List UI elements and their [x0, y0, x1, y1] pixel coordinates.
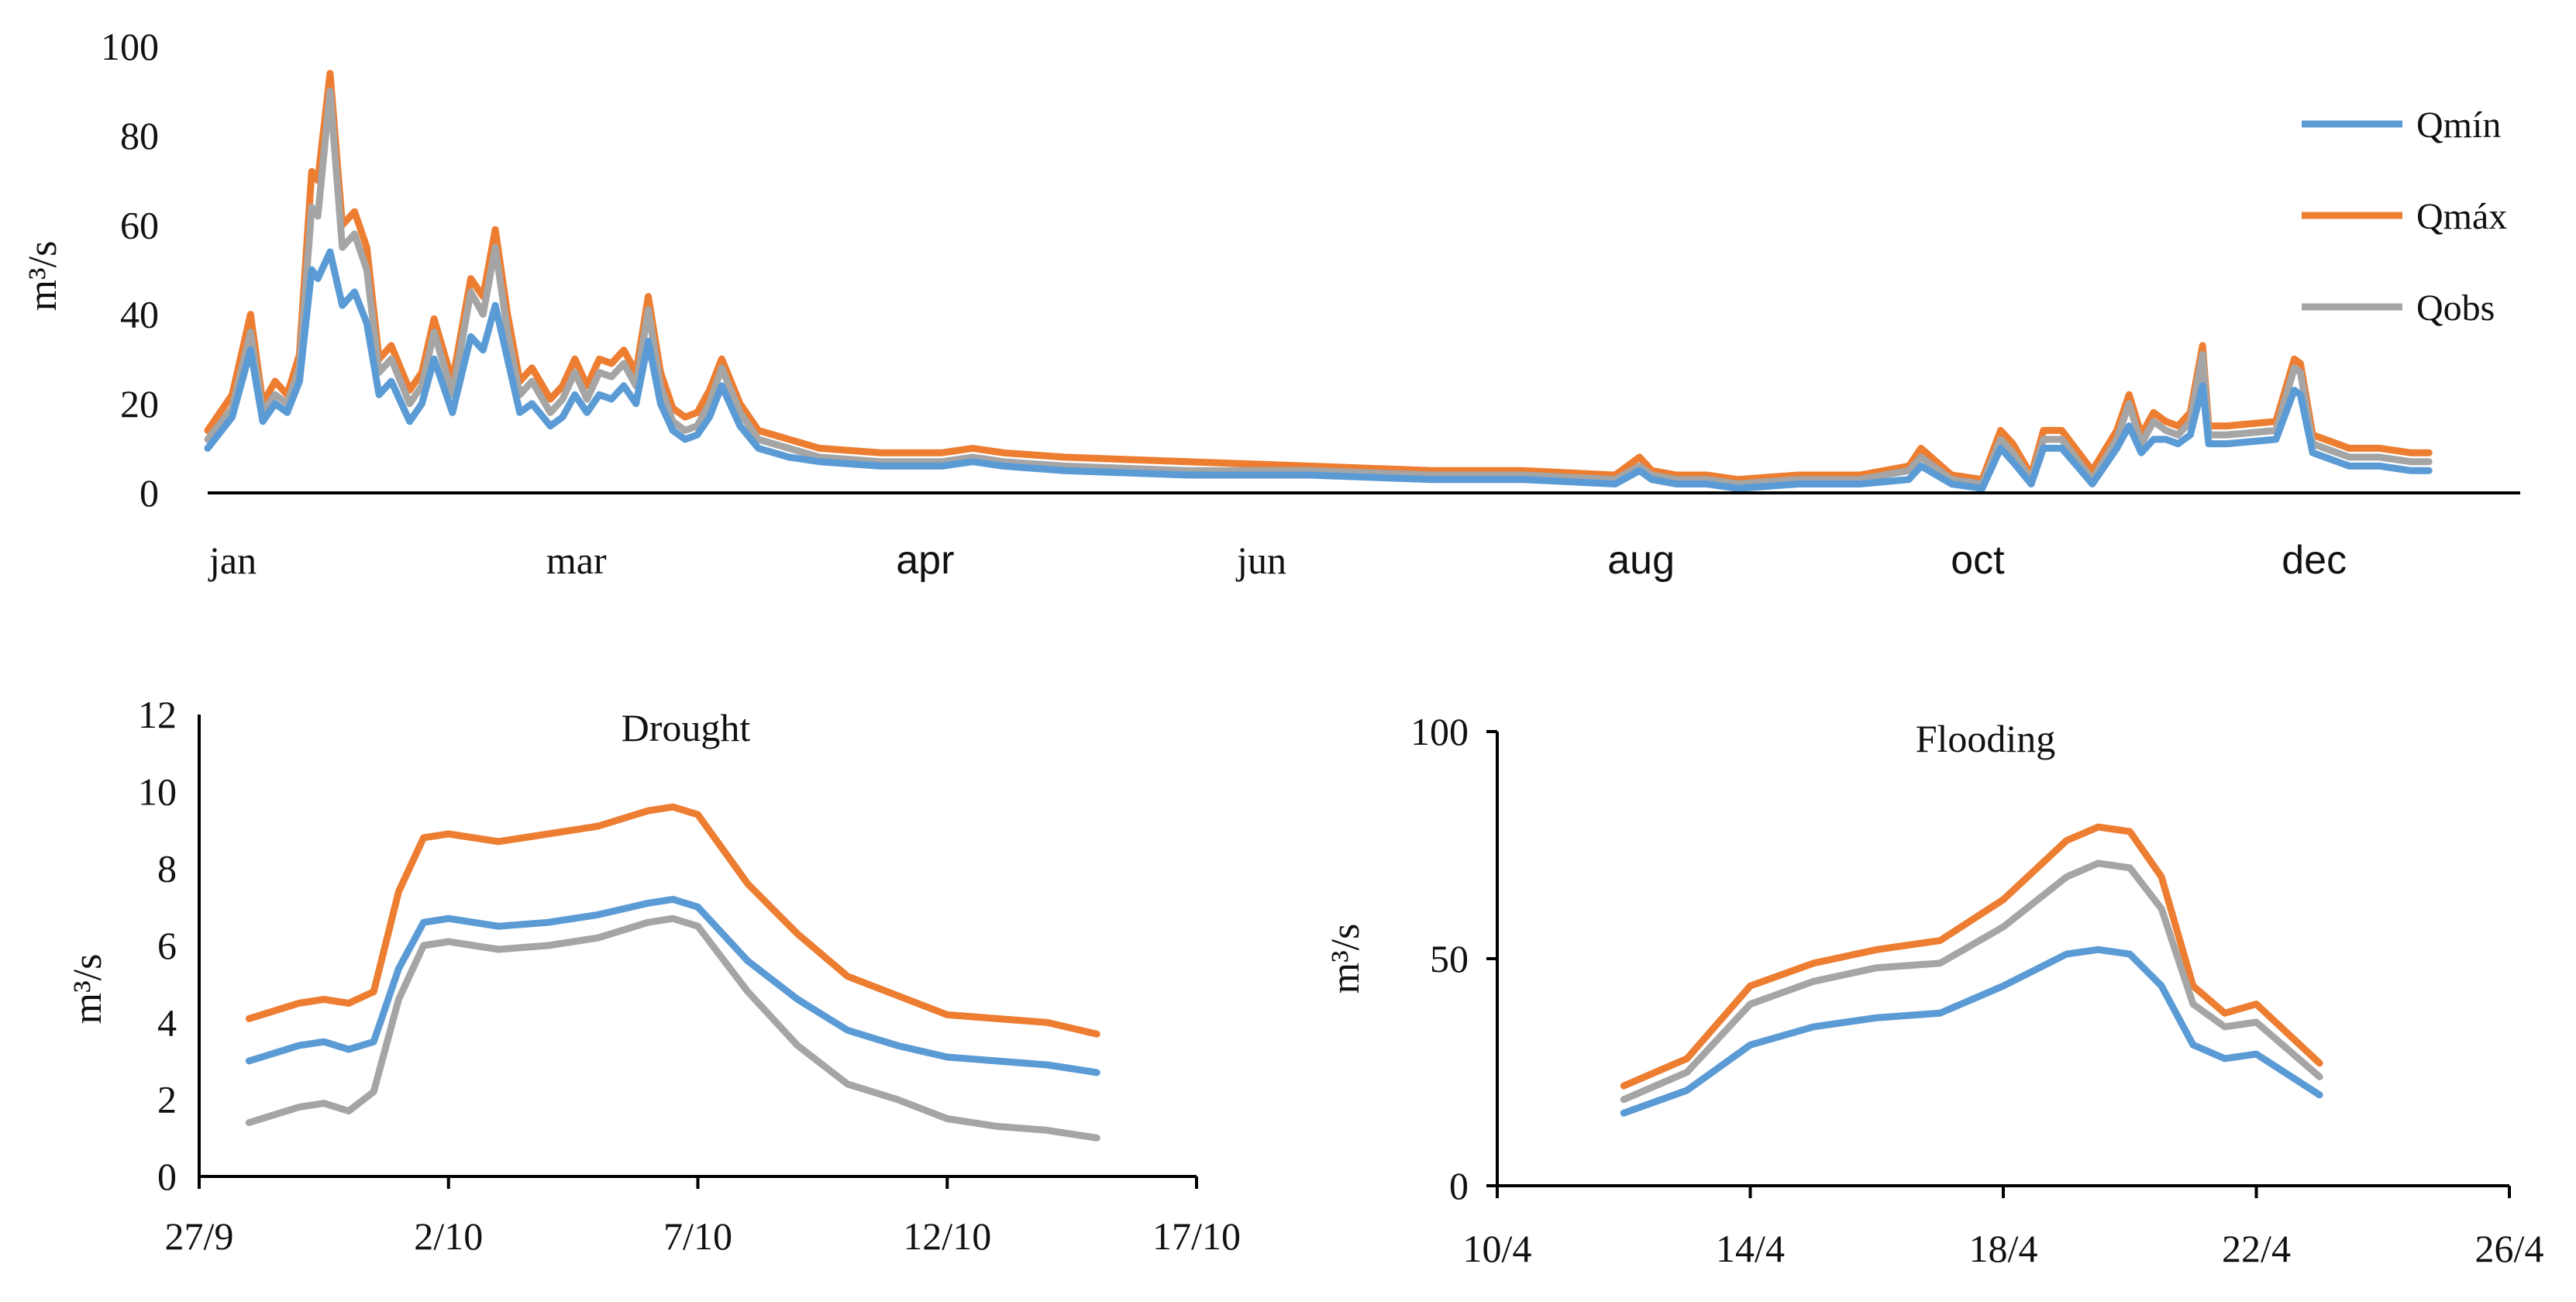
- main-y-tick-label: 100: [101, 25, 159, 68]
- flooding-x-ticks: 10/4 14/4 18/4 22/4 26/4: [1463, 1186, 2544, 1270]
- main-series-group: [204, 70, 2433, 492]
- flooding-chart: Flooding m³/s 0 50 100 10/4 14/4 18/4 22/4 26/…: [1324, 710, 2543, 1270]
- flooding-y-tick-label: 100: [1410, 710, 1469, 753]
- drought-y-tick-label: 4: [157, 1001, 177, 1044]
- flooding-y-axis-label: m³/s: [1324, 924, 1368, 994]
- main-x-labels: jan mar apr jun aug oct dec: [208, 538, 2347, 583]
- flooding-y-tick-label: 50: [1430, 937, 1469, 980]
- main-y-ticks: 0 20 40 60 80 100: [101, 25, 159, 515]
- main-x-month-label: oct: [1951, 538, 2005, 583]
- flooding-series-group: [1620, 823, 2323, 1117]
- main-y-tick-label: 0: [139, 471, 159, 515]
- main-series-qobs: [204, 88, 2433, 487]
- main-y-tick-label: 80: [120, 114, 159, 157]
- drought-y-tick-label: 2: [157, 1078, 177, 1121]
- main-x-month-label: dec: [2282, 538, 2347, 583]
- flooding-series-qmax: [1620, 823, 2323, 1090]
- drought-title: Drought: [622, 706, 751, 749]
- flooding-title: Flooding: [1916, 717, 2056, 760]
- drought-x-tick-label: 17/10: [1152, 1214, 1241, 1258]
- drought-series-group: [245, 803, 1100, 1142]
- drought-x-tick-label: 27/9: [165, 1214, 234, 1258]
- drought-y-tick-label: 12: [138, 693, 177, 736]
- flooding-series-qmin: [1620, 946, 2323, 1117]
- drought-series-qmax: [245, 803, 1100, 1038]
- drought-x-tick-label: 2/10: [414, 1214, 483, 1258]
- main-y-tick-label: 20: [120, 382, 159, 425]
- main-y-tick-label: 40: [120, 293, 159, 336]
- drought-y-tick-label: 0: [157, 1155, 177, 1198]
- flooding-y-ticks: 0 50 100: [1410, 710, 1497, 1207]
- drought-y-axis-label: m³/s: [66, 954, 110, 1025]
- main-series-qmin: [204, 248, 2433, 492]
- main-y-axis-label: m³/s: [21, 241, 65, 312]
- legend-label-qmax: Qmáx: [2416, 196, 2507, 237]
- legend-label-qobs: Qobs: [2416, 288, 2495, 329]
- flooding-x-tick-label: 18/4: [1969, 1227, 2038, 1270]
- drought-series-qobs: [245, 914, 1100, 1142]
- drought-x-tick-label: 7/10: [663, 1214, 732, 1258]
- flooding-x-tick-label: 14/4: [1716, 1227, 1785, 1270]
- legend-label-qmin: Qmín: [2416, 105, 2501, 146]
- main-legend: Qmín Qmáx Qobs: [2302, 105, 2507, 329]
- drought-y-tick-label: 6: [157, 924, 177, 967]
- drought-chart: Drought m³/s 0 2 4 6 8 10 12 27/9 2/10 7/10 12/10…: [66, 693, 1241, 1258]
- main-y-tick-label: 60: [120, 203, 159, 246]
- main-x-month-label: jun: [1235, 539, 1286, 582]
- main-x-month-label: jan: [208, 539, 257, 582]
- flooding-x-tick-label: 22/4: [2222, 1227, 2291, 1270]
- flooding-y-tick-label: 0: [1449, 1164, 1469, 1207]
- drought-y-tick-label: 8: [157, 847, 177, 890]
- drought-series-qmin: [245, 895, 1100, 1076]
- flooding-x-tick-label: 10/4: [1463, 1227, 1532, 1270]
- main-x-month-label: mar: [546, 539, 607, 582]
- drought-y-ticks: 0 2 4 6 8 10 12: [138, 693, 177, 1198]
- flooding-series-qobs: [1620, 859, 2323, 1104]
- drought-x-tick-label: 12/10: [903, 1214, 991, 1258]
- drought-y-tick-label: 10: [138, 770, 177, 813]
- drought-x-ticks: 27/9 2/10 7/10 12/10 17/10: [165, 1176, 1241, 1258]
- flooding-x-tick-label: 26/4: [2475, 1227, 2544, 1270]
- main-x-month-label: apr: [896, 538, 954, 583]
- main-series-qmax: [204, 70, 2433, 484]
- main-x-month-label: aug: [1607, 538, 1675, 583]
